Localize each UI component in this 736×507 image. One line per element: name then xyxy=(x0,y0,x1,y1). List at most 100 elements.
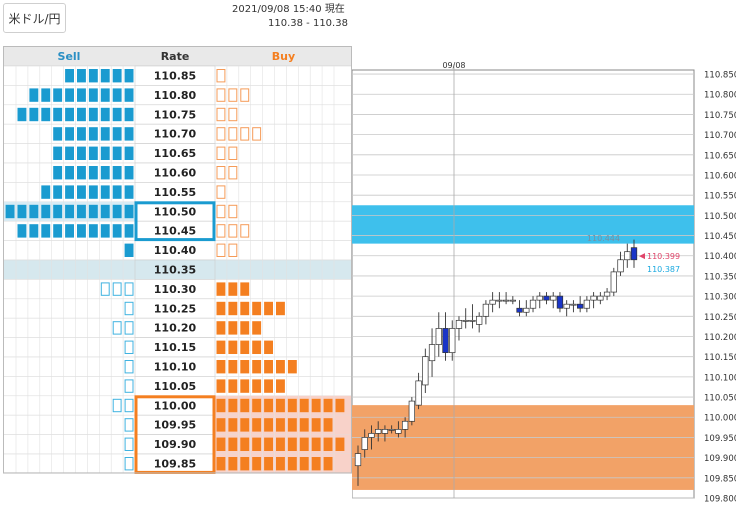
sell-block[interactable] xyxy=(65,224,74,238)
buy-block[interactable] xyxy=(216,282,226,296)
sell-block[interactable] xyxy=(17,204,27,219)
buy-block[interactable] xyxy=(216,437,226,451)
sell-block[interactable] xyxy=(65,88,74,102)
buy-block[interactable] xyxy=(240,398,250,413)
sell-block[interactable] xyxy=(88,88,98,102)
sell-block[interactable] xyxy=(112,282,122,296)
sell-block[interactable] xyxy=(112,107,122,122)
buy-block[interactable] xyxy=(240,379,250,393)
buy-block[interactable] xyxy=(311,457,321,471)
sell-block[interactable] xyxy=(88,166,98,180)
sell-block[interactable] xyxy=(53,204,63,219)
buy-block[interactable] xyxy=(216,88,226,102)
sell-block[interactable] xyxy=(124,379,134,393)
sell-block[interactable] xyxy=(124,185,134,199)
sell-block[interactable] xyxy=(124,69,134,83)
sell-block[interactable] xyxy=(29,107,39,122)
buy-block[interactable] xyxy=(228,398,238,413)
buy-block[interactable] xyxy=(216,224,226,238)
sell-block[interactable] xyxy=(53,127,63,141)
buy-block[interactable] xyxy=(323,457,333,471)
sell-block[interactable] xyxy=(77,69,86,83)
sell-block[interactable] xyxy=(65,107,74,122)
buy-block[interactable] xyxy=(240,360,250,374)
sell-block[interactable] xyxy=(124,107,134,122)
sell-block[interactable] xyxy=(112,127,122,141)
sell-block[interactable] xyxy=(100,282,110,296)
buy-block[interactable] xyxy=(216,301,226,316)
sell-block[interactable] xyxy=(65,146,74,160)
sell-block[interactable] xyxy=(77,88,86,102)
sell-block[interactable] xyxy=(124,457,134,471)
buy-block[interactable] xyxy=(228,166,238,180)
sell-block[interactable] xyxy=(124,204,134,219)
sell-block[interactable] xyxy=(124,437,134,452)
sell-block[interactable] xyxy=(124,166,134,180)
sell-block[interactable] xyxy=(65,204,74,219)
sell-block[interactable] xyxy=(41,107,51,122)
buy-block[interactable] xyxy=(216,398,226,413)
sell-block[interactable] xyxy=(124,146,134,160)
sell-block[interactable] xyxy=(100,204,110,219)
buy-block[interactable] xyxy=(228,282,238,296)
buy-block[interactable] xyxy=(228,224,238,238)
buy-block[interactable] xyxy=(228,379,238,393)
sell-block[interactable] xyxy=(100,88,110,102)
buy-block[interactable] xyxy=(335,398,345,413)
sell-block[interactable] xyxy=(124,282,134,296)
sell-block[interactable] xyxy=(112,88,122,102)
sell-block[interactable] xyxy=(124,321,134,335)
sell-block[interactable] xyxy=(65,69,74,83)
sell-block[interactable] xyxy=(112,398,122,413)
buy-block[interactable] xyxy=(240,437,250,451)
buy-block[interactable] xyxy=(252,457,262,471)
buy-block[interactable] xyxy=(228,204,238,219)
buy-block[interactable] xyxy=(240,457,250,471)
sell-block[interactable] xyxy=(124,340,134,355)
buy-block[interactable] xyxy=(264,437,273,451)
buy-block[interactable] xyxy=(287,437,297,451)
buy-block[interactable] xyxy=(216,321,226,335)
buy-block[interactable] xyxy=(299,457,309,471)
sell-block[interactable] xyxy=(41,224,51,238)
sell-block[interactable] xyxy=(100,224,110,238)
sell-block[interactable] xyxy=(112,204,122,219)
sell-block[interactable] xyxy=(65,127,74,141)
sell-block[interactable] xyxy=(112,224,122,238)
buy-block[interactable] xyxy=(252,379,262,393)
buy-block[interactable] xyxy=(240,224,250,238)
buy-block[interactable] xyxy=(276,379,285,393)
buy-block[interactable] xyxy=(323,418,333,432)
buy-block[interactable] xyxy=(216,127,226,141)
sell-block[interactable] xyxy=(88,204,98,219)
buy-block[interactable] xyxy=(240,301,250,316)
buy-block[interactable] xyxy=(228,437,238,451)
buy-block[interactable] xyxy=(287,398,297,413)
sell-block[interactable] xyxy=(88,69,98,83)
buy-block[interactable] xyxy=(216,340,226,354)
buy-block[interactable] xyxy=(252,398,262,413)
buy-block[interactable] xyxy=(264,418,273,432)
sell-block[interactable] xyxy=(53,107,63,122)
buy-block[interactable] xyxy=(335,437,345,451)
buy-block[interactable] xyxy=(216,360,226,374)
sell-block[interactable] xyxy=(29,204,39,219)
buy-block[interactable] xyxy=(252,301,262,316)
sell-block[interactable] xyxy=(65,185,74,199)
sell-block[interactable] xyxy=(124,88,134,102)
buy-block[interactable] xyxy=(311,418,321,432)
buy-block[interactable] xyxy=(240,340,250,354)
sell-block[interactable] xyxy=(100,146,110,160)
currency-pair-button[interactable]: 米ドル/円 xyxy=(3,3,66,33)
sell-block[interactable] xyxy=(29,224,39,238)
sell-block[interactable] xyxy=(112,146,122,160)
sell-block[interactable] xyxy=(112,185,122,199)
sell-block[interactable] xyxy=(112,69,122,83)
buy-block[interactable] xyxy=(240,282,250,296)
sell-block[interactable] xyxy=(100,69,110,83)
sell-block[interactable] xyxy=(5,204,15,219)
buy-block[interactable] xyxy=(299,398,309,413)
buy-block[interactable] xyxy=(228,418,238,432)
buy-block[interactable] xyxy=(216,107,226,122)
buy-block[interactable] xyxy=(216,185,226,199)
